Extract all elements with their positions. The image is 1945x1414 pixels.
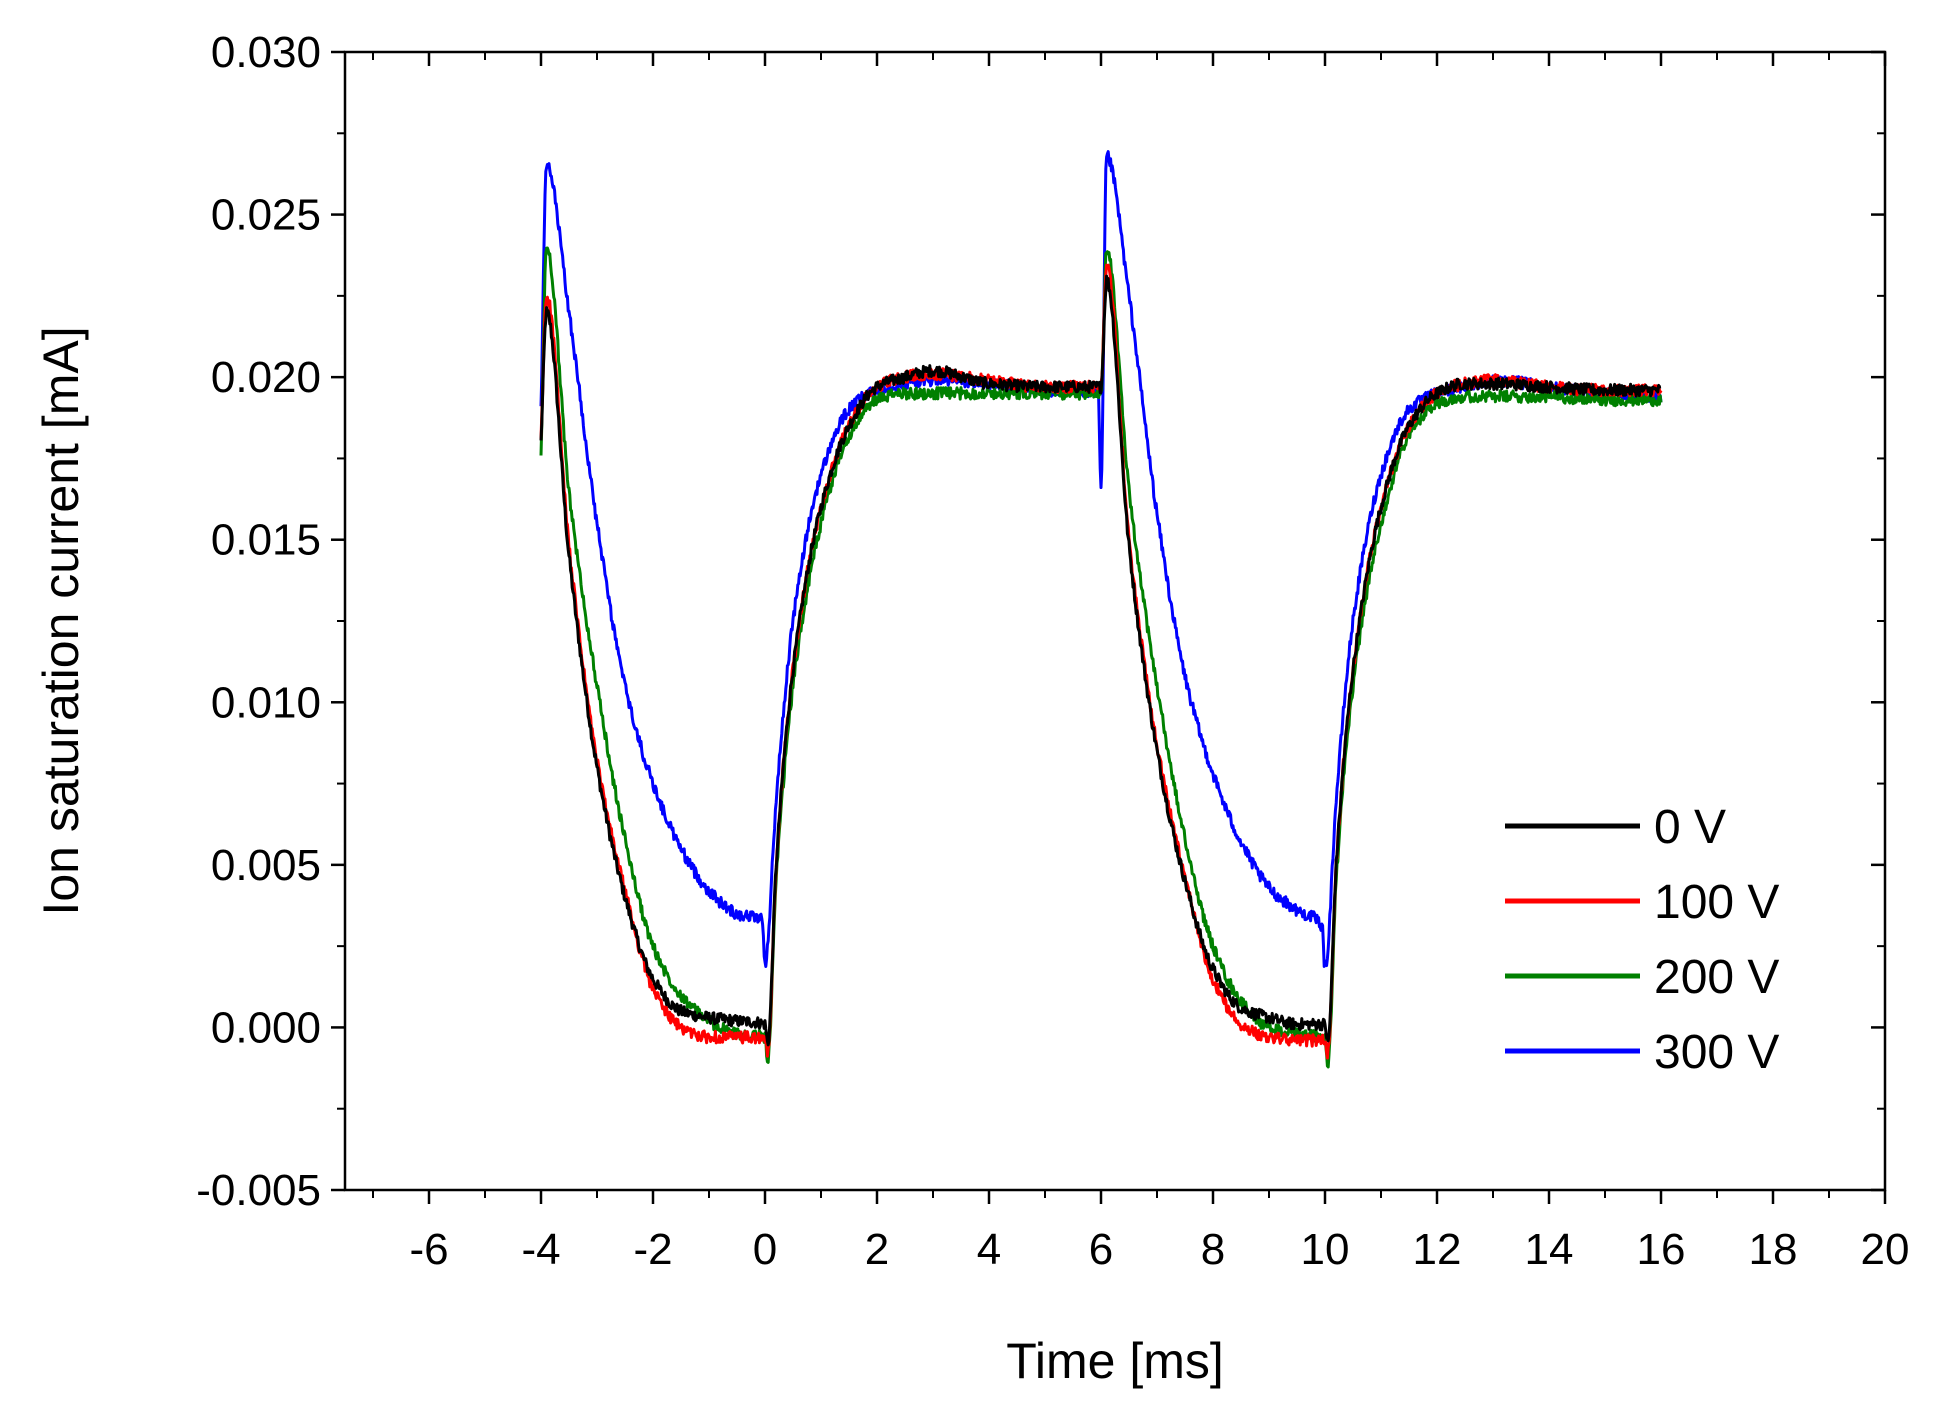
x-tick-label: 20 <box>1861 1225 1910 1274</box>
legend-label: 200 V <box>1654 951 1779 1004</box>
labels-layer: -6 -4 -2 0 2 4 6 8 10 12 14 16 18 20 -0.005 0.000 0.005 0… <box>196 28 1909 1274</box>
y-axis-title: Ion saturation current [mA] <box>33 326 89 915</box>
y-tick-label: 0.005 <box>211 841 321 890</box>
y-tick-label: -0.005 <box>196 1166 321 1215</box>
y-tick-label: 0.015 <box>211 516 321 565</box>
legend: 0 V 100 V 200 V 300 V <box>1505 801 1779 1079</box>
x-tick-label: 18 <box>1749 1225 1798 1274</box>
y-tick-label: 0.025 <box>211 191 321 240</box>
series-line-0v <box>539 274 1662 1047</box>
x-tick-label: 12 <box>1413 1225 1462 1274</box>
x-tick-label: 6 <box>1089 1225 1113 1274</box>
x-tick-label: 2 <box>865 1225 889 1274</box>
y-tick-label: 0.030 <box>211 28 321 77</box>
legend-label: 100 V <box>1654 876 1779 929</box>
x-tick-label: -6 <box>409 1225 448 1274</box>
legend-label: 300 V <box>1654 1026 1779 1079</box>
legend-label: 0 V <box>1654 801 1726 854</box>
y-tick-label: 0.010 <box>211 678 321 727</box>
x-tick-label: 10 <box>1301 1225 1350 1274</box>
x-tick-label: 14 <box>1525 1225 1574 1274</box>
y-tick-label: 0.020 <box>211 353 321 402</box>
x-axis-title: Time [ms] <box>1006 1333 1224 1389</box>
x-tick-label: 0 <box>753 1225 777 1274</box>
x-tick-label: -2 <box>633 1225 672 1274</box>
y-tick-label: 0.000 <box>211 1003 321 1052</box>
x-tick-label: 4 <box>977 1225 1001 1274</box>
x-tick-label: -4 <box>521 1225 560 1274</box>
x-tick-label: 8 <box>1201 1225 1225 1274</box>
series-layer <box>539 150 1663 1069</box>
x-tick-label: 16 <box>1637 1225 1686 1274</box>
ticks-layer <box>331 50 1887 1204</box>
